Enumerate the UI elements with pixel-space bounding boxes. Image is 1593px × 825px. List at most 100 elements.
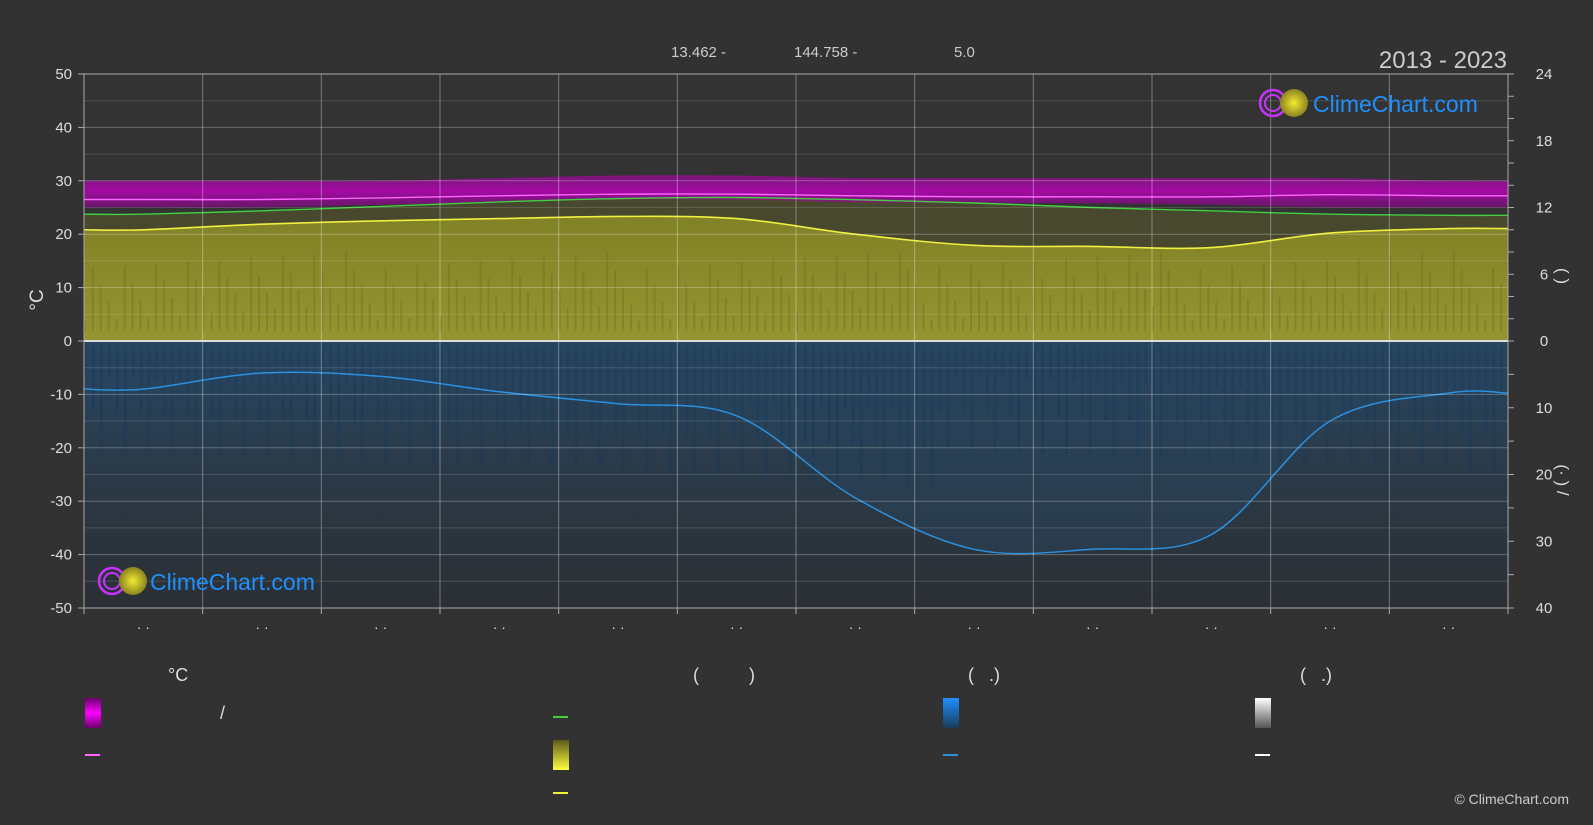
rain-stripe	[258, 346, 261, 420]
sun-stripe	[724, 298, 727, 331]
sun-stripe	[147, 317, 150, 331]
rain-stripe	[1357, 346, 1361, 393]
sun-stripe	[693, 300, 696, 331]
sun-stripe	[1072, 276, 1075, 331]
sun-stripe	[1334, 277, 1336, 331]
rain-stripe	[123, 346, 127, 451]
sun-stripe	[1009, 280, 1012, 331]
rain-stripe	[1088, 346, 1092, 455]
rain-stripe	[1500, 346, 1504, 399]
sun-stripe	[550, 274, 553, 331]
sun-stripe	[796, 311, 798, 331]
y-tick-label-left: -20	[50, 440, 72, 457]
rain-stripe	[1254, 346, 1258, 462]
rain-stripe	[1468, 346, 1472, 471]
rain-stripe	[1278, 346, 1282, 463]
x-tick-label: · ·	[374, 619, 387, 635]
rain-stripe	[685, 346, 689, 438]
sun-stripe	[281, 256, 284, 331]
sun-stripe	[297, 290, 300, 331]
sun-stripe	[637, 321, 640, 331]
sun-stripe	[1144, 289, 1147, 331]
sun-stripe	[115, 319, 118, 331]
sun-stripe	[622, 287, 624, 331]
y-axis-label-right-upper: ( )	[1553, 268, 1572, 284]
rain-stripe	[614, 346, 617, 435]
rain-stripe	[1484, 346, 1488, 435]
sun-stripe	[408, 318, 411, 331]
rain-stripe	[376, 346, 380, 425]
rain-stripe	[1239, 346, 1242, 388]
rain-stripe	[867, 346, 871, 409]
y-tick-label-left: 0	[64, 333, 72, 350]
sun-stripe	[384, 267, 387, 331]
sun-stripe	[645, 268, 648, 331]
sun-stripe	[890, 305, 893, 331]
sun-stripe	[1318, 313, 1321, 331]
rain-stripe	[724, 346, 728, 403]
rain-stripe	[1373, 346, 1377, 467]
rain-stripe	[1009, 346, 1013, 415]
sun-stripe	[962, 318, 965, 331]
daylight-area	[84, 197, 1508, 249]
sun-stripe	[1191, 321, 1194, 331]
sun-stripe	[503, 312, 506, 331]
sun-stripe	[993, 316, 996, 331]
sun-stripe	[534, 310, 537, 331]
sun-stripe	[709, 264, 711, 331]
sun-stripe	[716, 281, 719, 331]
sun-stripe	[788, 294, 791, 331]
sun-stripe	[1001, 263, 1004, 331]
rain-stripe	[906, 346, 910, 484]
rain-stripe	[487, 346, 491, 393]
sun-stripe	[1436, 288, 1439, 331]
sun-stripe	[614, 270, 616, 331]
sun-stripe	[590, 289, 593, 331]
rain-stripe	[534, 346, 538, 395]
sun-stripe	[487, 278, 490, 331]
sun-stripe	[345, 252, 348, 331]
sun-stripe	[606, 253, 609, 331]
sun-stripe	[1476, 303, 1479, 331]
rain-stripe	[1065, 346, 1068, 454]
rain-stripe	[1057, 346, 1061, 417]
rain-stripe	[1302, 346, 1306, 464]
sun-stripe	[1041, 278, 1044, 331]
rain-stripe	[1159, 346, 1163, 458]
sun-stripe	[321, 271, 324, 331]
sun-stripe	[432, 299, 435, 331]
sun-stripe	[519, 276, 522, 331]
sun-stripe	[732, 315, 735, 331]
rain-stripe	[748, 346, 752, 404]
rain-stripe	[115, 346, 119, 414]
y-tick-label-right-lower: 30	[1536, 533, 1553, 550]
rain-stripe	[171, 346, 174, 453]
rain-stripe	[1175, 346, 1179, 422]
rain-stripe	[1112, 346, 1116, 456]
sun-stripe	[1065, 259, 1067, 331]
sun-stripe	[1397, 273, 1400, 331]
logo-sun-icon	[119, 567, 147, 595]
y-axis-label-right-lower: (· ) /	[1553, 464, 1572, 495]
rain-stripe	[99, 346, 103, 450]
rain-stripe	[542, 346, 546, 432]
rain-stripe	[1460, 346, 1464, 434]
rain-stripe	[266, 346, 269, 457]
rain-stripe	[914, 346, 918, 411]
sun-stripe	[1112, 291, 1115, 331]
rain-stripe	[1476, 346, 1480, 398]
sun-stripe	[1088, 310, 1091, 331]
sun-stripe	[1231, 266, 1234, 331]
y-tick-label-left: 30	[55, 173, 72, 190]
rain-stripe	[155, 346, 159, 379]
rain-stripe	[447, 346, 451, 428]
rain-stripe	[139, 346, 143, 415]
x-tick-label: · ·	[493, 619, 506, 635]
sun-stripe	[677, 266, 680, 331]
y-tick-label-left: -50	[50, 600, 72, 617]
y-tick-label-left: 50	[55, 66, 72, 83]
x-tick-label: · ·	[967, 619, 980, 635]
rain-stripe	[503, 346, 507, 467]
rain-stripe	[875, 346, 879, 446]
sun-stripe	[392, 284, 395, 331]
